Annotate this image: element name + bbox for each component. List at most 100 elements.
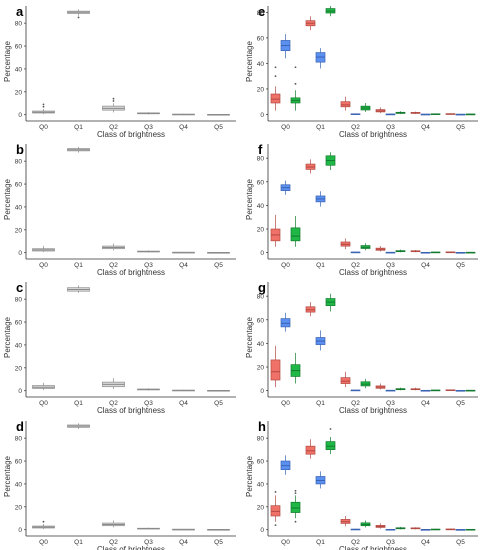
box-blue-Q5 [455,529,466,531]
y-tick-label: 80 [257,156,265,163]
box-red-Q2 [340,238,351,250]
y-axis-title: Percentage [245,316,254,357]
y-axis-title: Percentage [3,316,12,357]
box-plain-Q0 [32,520,55,530]
x-axis-title: Class of brightness [339,268,407,277]
y-tick-label: 60 [15,44,23,51]
x-tick-label: Q1 [316,262,325,269]
x-tick-label: Q1 [74,539,83,546]
y-tick-label: 40 [15,481,23,488]
box-plain-Q2 [102,520,125,528]
x-tick-label: Q4 [179,262,188,269]
y-tick-label: 0 [260,388,264,395]
box-blue-Q1 [315,471,326,489]
box-red-Q3 [375,383,386,390]
chart-panel-e: e 0 20 40 60 80 Q0 Q1 Q2 Q3 Q4 Q5 Class of brightnes… [245,4,478,139]
box-green-Q5 [465,389,476,392]
box-red-Q4 [410,387,421,391]
outlier-point [274,491,277,493]
box-plain-Q4 [172,251,195,254]
box-green-Q3 [395,526,406,530]
x-tick-label: Q5 [456,124,465,131]
box-blue-Q3 [385,389,396,392]
y-tick-label: 60 [15,459,23,466]
box-red-Q4 [410,527,421,530]
x-tick-label: Q2 [351,262,360,269]
y-tick-label: 80 [257,294,265,301]
x-tick-label: Q3 [144,124,153,131]
outlier-point [112,97,115,100]
box-blue-Q0 [280,34,291,59]
box-green-Q0 [290,489,301,523]
box-green-Q2 [360,520,371,528]
x-axis-title: Class of brightness [339,130,407,139]
outlier-point [274,524,277,527]
x-tick-label: Q1 [316,124,325,131]
x-axis-title: Class of brightness [339,406,407,415]
x-tick-label: Q2 [351,124,360,131]
y-tick-label: 60 [257,317,265,324]
box-body [305,445,316,455]
box-plain-Q3 [137,388,160,391]
box-plain-Q2 [102,378,125,389]
x-tick-label: Q3 [144,539,153,546]
x-tick-label: Q4 [421,124,430,131]
box-green-Q4 [430,389,441,392]
box-blue-Q4 [420,251,431,254]
box-plain-Q0 [32,103,55,115]
box-plain-Q3 [137,527,160,530]
y-tick-label: 20 [15,504,23,511]
box-blue-Q2 [350,251,361,254]
y-tick-label: 0 [18,527,22,534]
box-red-Q5 [445,389,456,391]
panel-label: a [16,4,24,19]
panel-label: b [16,142,24,157]
box-plain-Q5 [207,113,230,116]
y-tick-label: 80 [257,436,265,443]
box-blue-Q3 [385,528,396,531]
x-axis-title: Class of brightness [97,545,165,550]
x-axis-title: Class of brightness [97,406,165,415]
box-green-Q3 [395,111,406,115]
y-tick-label: 60 [15,182,23,189]
box-plain-Q1 [67,285,90,293]
box-blue-Q0 [280,312,291,332]
x-tick-label: Q5 [214,400,223,407]
outlier-point [294,492,297,494]
box-green-Q2 [360,243,371,251]
x-tick-label: Q5 [456,539,465,546]
box-body [340,377,351,384]
y-tick-label: 60 [257,35,265,42]
box-green-Q5 [465,113,476,116]
box-green-Q3 [395,387,406,391]
x-tick-label: Q4 [421,262,430,269]
box-red-Q4 [410,250,421,253]
box-green-Q5 [465,528,476,531]
x-tick-label: Q1 [74,124,83,131]
x-tick-label: Q1 [74,262,83,269]
box-red-Q5 [445,528,456,531]
box-red-Q0 [270,345,281,388]
x-tick-label: Q5 [456,400,465,407]
outlier-point [112,100,115,102]
y-tick-label: 0 [260,527,264,534]
box-blue-Q5 [455,390,466,392]
x-tick-label: Q2 [109,124,118,131]
x-tick-label: Q3 [144,400,153,407]
x-tick-label: Q5 [456,262,465,269]
x-tick-label: Q1 [316,539,325,546]
y-axis-title: Percentage [245,178,254,219]
chart-panel-g: g 0 20 40 60 80 Q0 Q1 Q2 Q3 Q4 Q5 Class of brightnes… [245,280,478,415]
box-body [280,318,291,328]
y-tick-label: 0 [260,250,264,257]
chart-panel-f: f 0 20 40 60 80 Q0 Q1 Q2 Q3 Q4 Q5 Class of brightnes… [245,142,478,277]
x-tick-label: Q0 [281,124,290,131]
box-plain-Q5 [207,389,230,392]
y-tick-label: 40 [257,61,265,68]
box-plain-Q3 [137,250,160,253]
outlier-point [77,16,80,19]
y-axis-title: Percentage [245,40,254,81]
box-green-Q5 [465,251,476,254]
box-plain-Q2 [102,97,125,113]
panel-label: f [258,142,263,157]
